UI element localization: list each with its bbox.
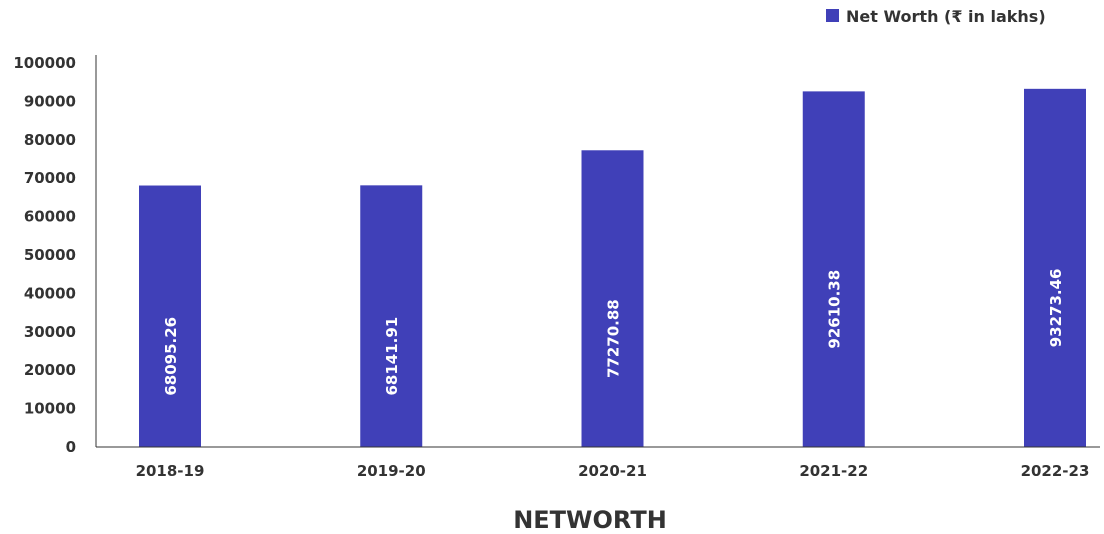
y-tick-label: 60000 [24, 208, 76, 226]
data-label: 93273.46 [1047, 269, 1065, 348]
y-tick-label: 10000 [24, 400, 76, 418]
data-label: 92610.38 [826, 270, 844, 349]
y-tick-label: 40000 [24, 284, 76, 302]
y-tick-label: 70000 [24, 169, 76, 187]
y-axis: 0 10000 20000 30000 40000 50000 60000 70000 8000… [13, 54, 97, 456]
x-tick-label: 2022-23 [1021, 462, 1090, 480]
bar-2020-21 [581, 150, 644, 447]
bar-2018-19 [139, 185, 201, 447]
x-tick-label: 2020-21 [578, 462, 647, 480]
legend: Net Worth (₹ in lakhs) [826, 7, 1046, 26]
bar-2019-20 [360, 185, 423, 447]
legend-label: Net Worth (₹ in lakhs) [846, 7, 1046, 26]
x-axis: 2018-19 2019-20 2020-21 2021-22 2022-23 [96, 446, 1100, 480]
bars: 68095.26 68141.91 77270.88 92610.38 93273.46 [139, 88, 1086, 448]
bar-2022-23 [1024, 88, 1086, 448]
data-label: 68141.91 [383, 317, 401, 396]
y-tick-label: 30000 [24, 323, 76, 341]
x-tick-label: 2018-19 [136, 462, 205, 480]
data-label: 68095.26 [162, 317, 180, 396]
x-axis-title: NETWORTH [513, 506, 667, 534]
y-tick-label: 0 [66, 438, 76, 456]
bar-2021-22 [802, 91, 865, 447]
y-tick-label: 50000 [24, 246, 76, 264]
y-tick-label: 80000 [24, 131, 76, 149]
y-tick-label: 90000 [24, 92, 76, 110]
y-tick-label: 100000 [13, 54, 76, 72]
x-tick-label: 2019-20 [357, 462, 426, 480]
x-tick-label: 2021-22 [799, 462, 868, 480]
legend-swatch [826, 9, 839, 22]
data-label: 77270.88 [605, 299, 623, 378]
y-tick-label: 20000 [24, 361, 76, 379]
